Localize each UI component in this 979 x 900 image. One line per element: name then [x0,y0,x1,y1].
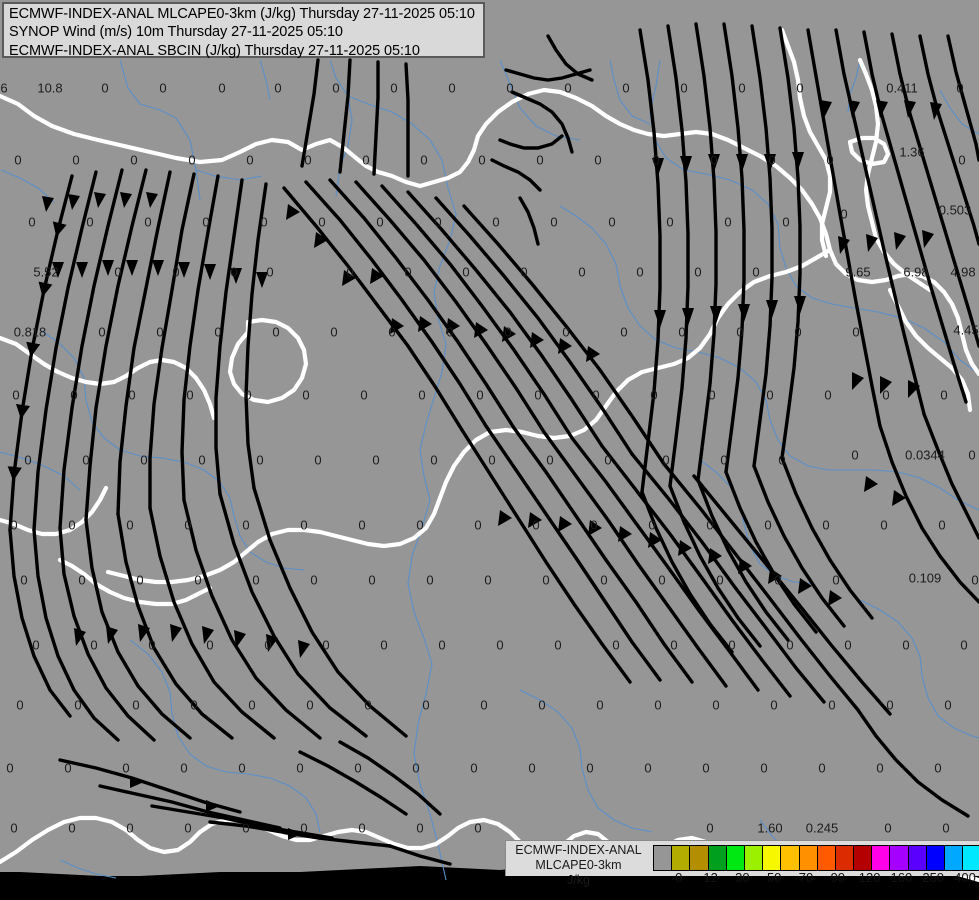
colorbar-swatch-0[interactable] [654,846,673,870]
colorbar-swatch-10[interactable] [835,846,855,870]
colorbar-swatch-13[interactable] [890,846,909,870]
colorbar-tick-0: 0 [675,870,683,885]
legend-title-line1: ECMWF-INDEX-ANAL [515,843,642,857]
colorbar-swatch-16[interactable] [945,846,964,870]
colorbar-tick-400: 400 [954,870,976,885]
header-line-mlcape: ECMWF-INDEX-ANAL MLCAPE0-3km (J/kg) Thur… [9,6,475,22]
colorbar-tick-labels: 0 12 30 50 70 90 120 160 250 400 [653,870,979,892]
colorbar-swatch-17[interactable] [963,846,979,870]
colorbar-swatch-1[interactable] [672,846,691,870]
colorbar-tick-250: 250 [922,870,945,885]
colorbar-legend[interactable]: ECMWF-INDEX-ANAL MLCAPE0-3km J/kg 0 12 30 5… [505,840,979,900]
colorbar-tick-30: 30 [735,870,750,885]
colorbar-swatch-4[interactable] [726,846,745,870]
colorbar-tick-90: 90 [830,870,846,885]
header-info-box: ECMWF-INDEX-ANAL MLCAPE0-3km (J/kg) Thur… [2,2,485,59]
colorbar-swatches[interactable] [653,845,979,871]
colorbar-swatch-3[interactable] [708,846,727,870]
colorbar-swatch-11[interactable] [854,846,873,870]
colorbar-swatch-14[interactable] [908,846,927,870]
colorbar-tick-70: 70 [798,870,814,885]
colorbar-swatch-12[interactable] [872,846,891,870]
wind-streamlines [7,22,979,866]
colorbar-swatch-8[interactable] [799,846,818,870]
colorbar-swatch-9[interactable] [817,846,836,870]
header-line-synop-wind: SYNOP Wind (m/s) 10m Thursday 27-11-2025… [9,24,343,41]
coastline-border [0,27,979,883]
colorbar-swatch-2[interactable] [690,846,709,870]
colorbar-swatch-7[interactable] [781,846,800,870]
colorbar-swatch-6[interactable] [763,846,782,870]
legend-title-line2: MLCAPE0-3km [535,858,622,872]
colorbar-tick-12: 12 [703,870,718,885]
streamline-arrowheads [42,100,942,840]
colorbar-swatch-15[interactable] [926,846,945,870]
colorbar-tick-120: 120 [858,870,881,885]
colorbar-tick-50: 50 [766,870,782,885]
legend-unit: J/kg [567,873,590,887]
legend-title: ECMWF-INDEX-ANAL MLCAPE0-3km [511,843,646,873]
header-line-sbcin: ECMWF-INDEX-ANAL SBCIN (J/kg) Thursday 2… [9,42,420,59]
colorbar-tick-160: 160 [890,870,913,885]
colorbar-swatch-5[interactable] [744,846,764,870]
